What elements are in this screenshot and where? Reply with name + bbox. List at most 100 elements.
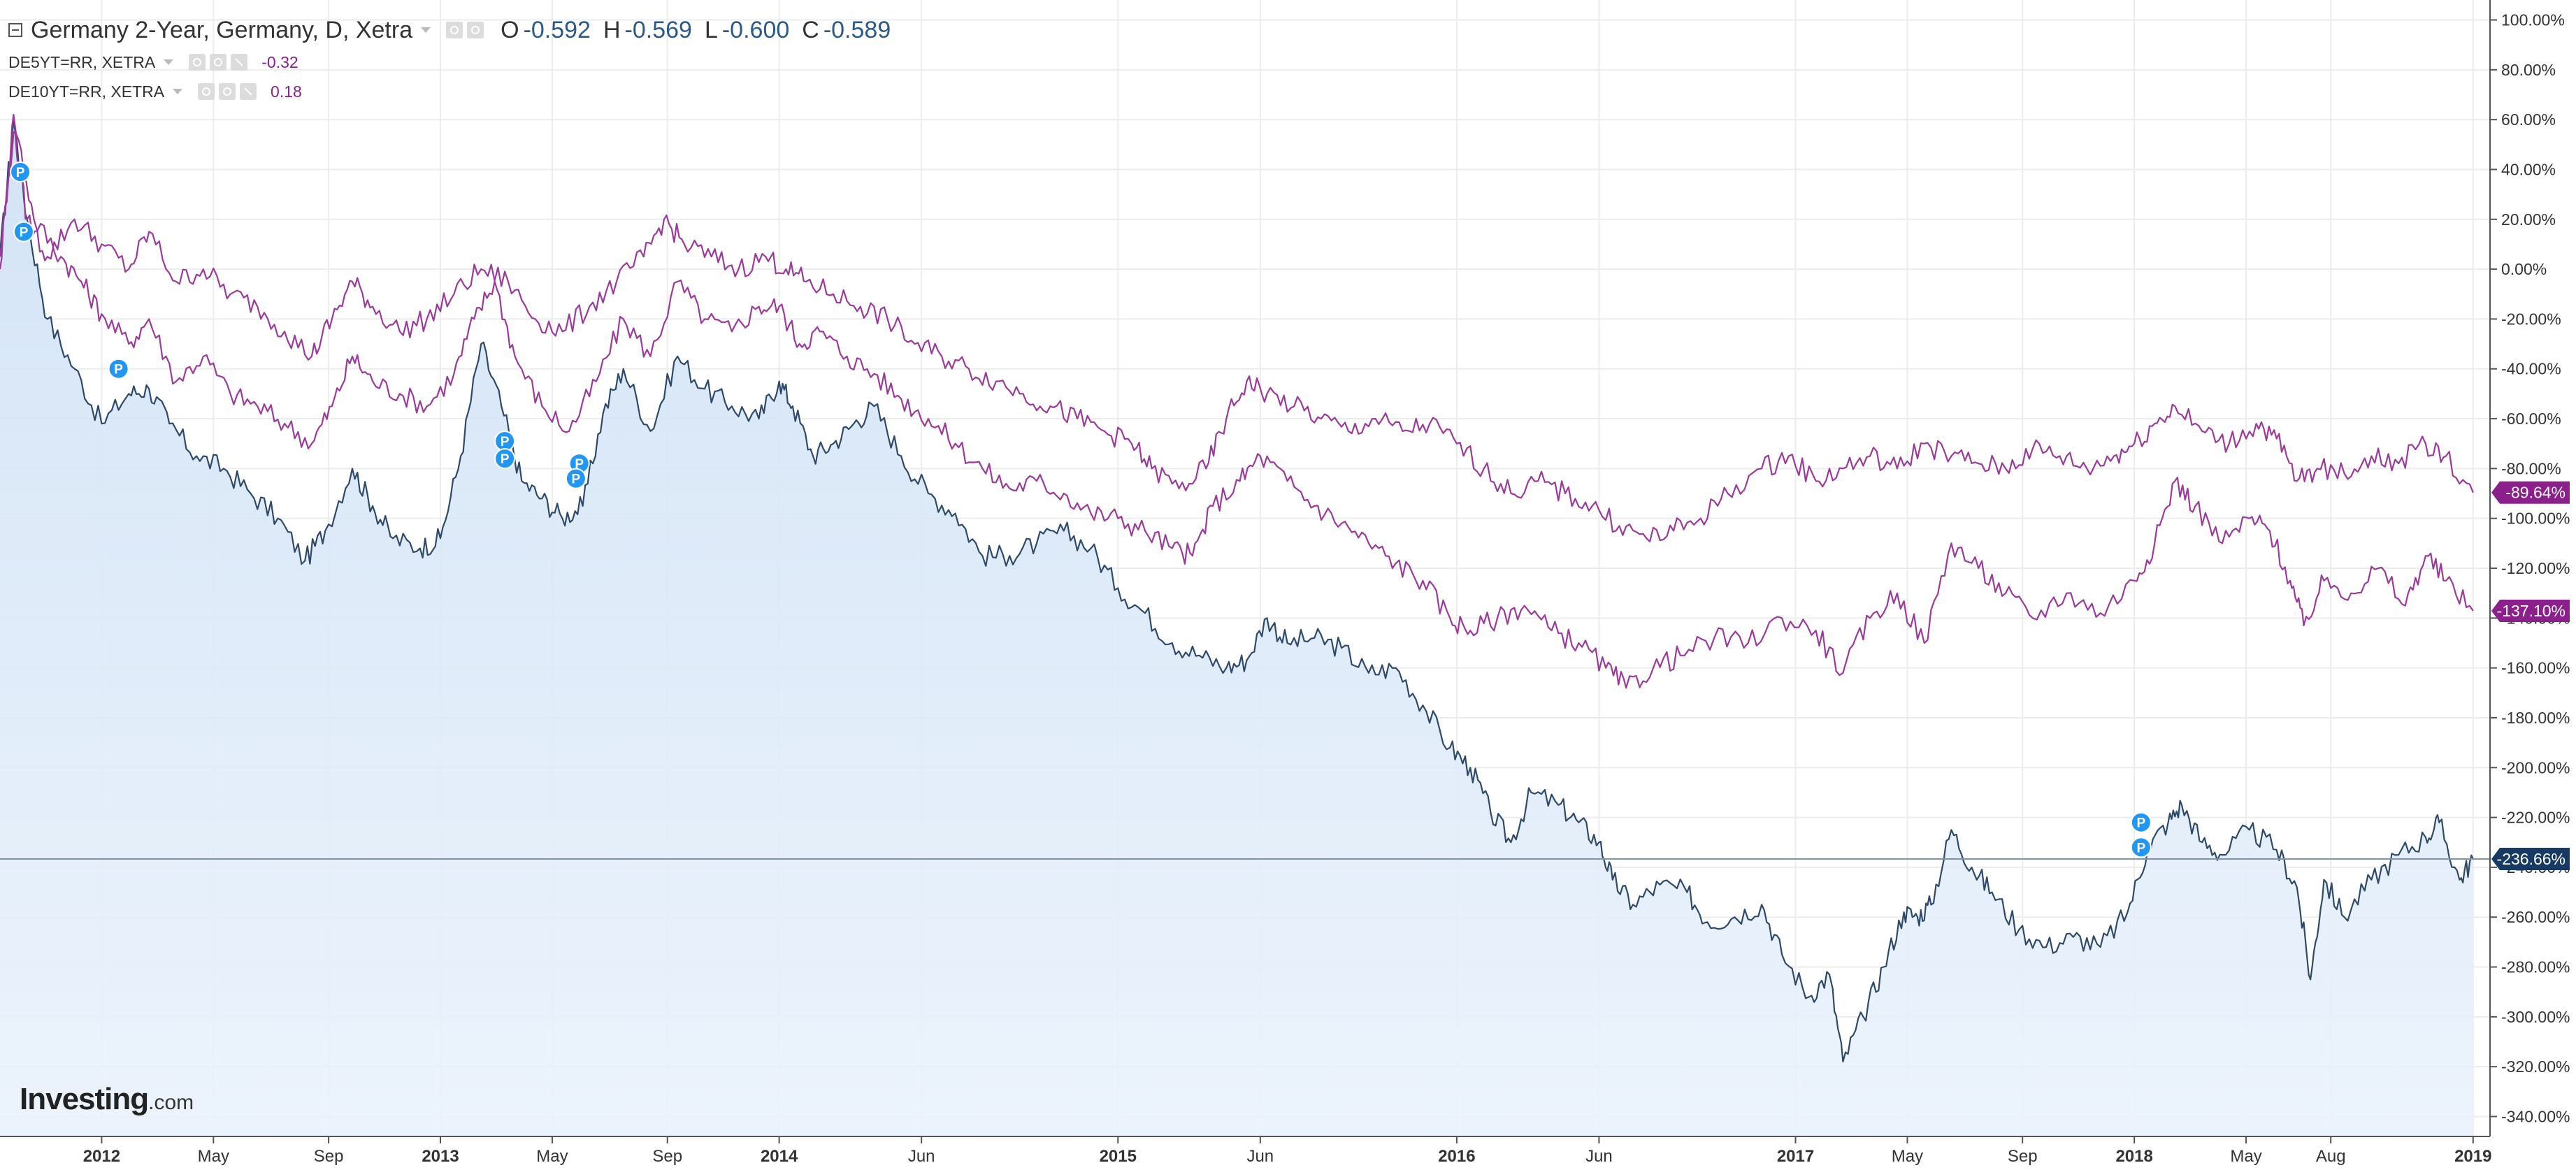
event-marker-dot[interactable] xyxy=(2130,837,2152,858)
x-tick-label: 2014 xyxy=(761,1147,798,1166)
event-marker-label: P xyxy=(114,363,123,377)
x-tick-label: Sep xyxy=(314,1147,344,1166)
x-tick-label: Aug xyxy=(2316,1147,2346,1166)
event-marker-label: P xyxy=(16,166,25,180)
ohlc-close-key: C xyxy=(802,16,819,43)
last-value-tag-de10y: -89.64% xyxy=(2491,481,2570,504)
y-tick-label: -280.00% xyxy=(2501,958,2570,976)
event-marker[interactable]: P xyxy=(2130,811,2152,833)
event-marker-label: P xyxy=(2136,841,2145,855)
last-value-tag-de10y-text: -89.64% xyxy=(2505,484,2566,502)
y-tick-label: 60.00% xyxy=(2501,110,2556,129)
x-tick-label: May xyxy=(1892,1147,1923,1166)
overlay-label-de5y[interactable]: DE5YT=RR, XETRA xyxy=(8,52,156,71)
settings-icon[interactable] xyxy=(219,83,236,100)
event-marker[interactable]: P xyxy=(13,221,34,243)
visibility-icon[interactable] xyxy=(198,83,215,100)
legend-overlay-row-2: DE10YT=RR, XETRA 0.18 xyxy=(8,77,891,106)
visibility-icon[interactable] xyxy=(446,22,463,38)
y-tick-label: 80.00% xyxy=(2501,61,2556,79)
y-tick-label: -200.00% xyxy=(2501,758,2570,777)
last-value-tag-de5y-bg xyxy=(2491,599,2570,622)
main-series-label[interactable]: Germany 2-Year, Germany, D, Xetra xyxy=(31,16,413,43)
last-value-tag-de5y-text: -137.10% xyxy=(2497,602,2566,620)
event-marker[interactable]: P xyxy=(494,448,516,470)
legend: Germany 2-Year, Germany, D, Xetra O -0.59… xyxy=(8,13,891,106)
y-tick-label: 40.00% xyxy=(2501,160,2556,178)
event-marker[interactable]: P xyxy=(565,468,587,489)
chevron-down-icon[interactable] xyxy=(164,59,174,65)
y-tick-label: -180.00% xyxy=(2501,709,2570,727)
event-marker[interactable]: P xyxy=(10,161,31,183)
overlay-value-de5y: -0.32 xyxy=(261,52,298,71)
x-tick-label: Sep xyxy=(2008,1147,2038,1166)
event-marker-label: P xyxy=(20,226,29,240)
event-marker[interactable]: P xyxy=(2130,837,2152,858)
y-tick-label: -80.00% xyxy=(2501,459,2561,477)
last-value-tag-de2y-text: -236.66% xyxy=(2497,850,2566,868)
y-tick-label: -60.00% xyxy=(2501,410,2561,428)
y-tick-label: 0.00% xyxy=(2501,260,2547,278)
chevron-down-icon[interactable] xyxy=(421,27,431,33)
event-marker-dot[interactable] xyxy=(565,468,587,489)
x-tick-label: Jun xyxy=(1246,1147,1274,1166)
y-tick-label: 20.00% xyxy=(2501,210,2556,229)
y-tick-label: 100.00% xyxy=(2501,11,2565,29)
close-icon[interactable] xyxy=(231,54,248,71)
ohlc-high-key: H xyxy=(603,16,621,43)
investing-logo: Investing.com xyxy=(20,1082,194,1117)
event-marker-label: P xyxy=(2136,816,2145,831)
overlay-value-de10y: 0.18 xyxy=(271,82,302,101)
legend-overlay-row-1: DE5YT=RR, XETRA -0.32 xyxy=(8,48,891,77)
x-tick-label: Sep xyxy=(652,1147,682,1166)
close-icon[interactable] xyxy=(240,83,257,100)
series-de2y-line[interactable] xyxy=(0,119,2474,1063)
event-marker-dot[interactable] xyxy=(13,221,34,243)
x-tick-label: 2013 xyxy=(422,1147,459,1166)
ohlc-open-value: -0.592 xyxy=(523,16,591,43)
event-marker-label: P xyxy=(501,452,510,467)
ohlc-open-key: O xyxy=(501,16,519,43)
settings-icon[interactable] xyxy=(210,54,227,71)
y-tick-label: -300.00% xyxy=(2501,1008,2570,1026)
x-tick-label: May xyxy=(2230,1147,2261,1166)
logo-brand: Investing xyxy=(20,1082,149,1116)
y-tick-label: -220.00% xyxy=(2501,809,2570,827)
event-marker-dot[interactable] xyxy=(108,358,129,380)
y-tick-label: -340.00% xyxy=(2501,1107,2570,1125)
y-tick-label: -320.00% xyxy=(2501,1057,2570,1076)
overlay-label-de10y[interactable]: DE10YT=RR, XETRA xyxy=(8,82,165,101)
event-marker[interactable]: P xyxy=(494,431,516,452)
legend-main-row: Germany 2-Year, Germany, D, Xetra O -0.59… xyxy=(8,13,891,48)
event-marker[interactable]: P xyxy=(108,358,129,380)
ohlc-close-value: -0.589 xyxy=(823,16,891,43)
collapse-icon[interactable] xyxy=(8,23,22,37)
ohlc-low-value: -0.600 xyxy=(721,16,790,43)
event-marker-dot[interactable] xyxy=(10,161,31,183)
x-tick-label: Jun xyxy=(908,1147,935,1166)
event-marker-dot[interactable] xyxy=(494,448,516,470)
x-tick-label: 2019 xyxy=(2454,1147,2491,1166)
x-tick-label: May xyxy=(198,1147,229,1166)
event-marker-label: P xyxy=(572,472,581,487)
y-tick-label: -260.00% xyxy=(2501,908,2570,926)
y-tick-label: -160.00% xyxy=(2501,659,2570,677)
visibility-icon[interactable] xyxy=(189,54,206,71)
x-tick-label: 2018 xyxy=(2115,1147,2152,1166)
x-tick-label: 2012 xyxy=(83,1147,120,1166)
ohlc-low-key: L xyxy=(704,16,718,43)
last-value-tag-de2y: -236.66% xyxy=(2491,847,2570,870)
event-marker-label: P xyxy=(501,435,510,449)
ohlc-high-value: -0.569 xyxy=(624,16,692,43)
x-tick-label: Jun xyxy=(1585,1147,1613,1166)
y-tick-label: -120.00% xyxy=(2501,559,2570,577)
event-marker-dot[interactable] xyxy=(2130,811,2152,833)
x-tick-label: May xyxy=(536,1147,568,1166)
settings-icon[interactable] xyxy=(467,22,484,38)
series-de10y-line[interactable] xyxy=(0,131,2474,542)
y-tick-label: -20.00% xyxy=(2501,310,2561,328)
chevron-down-icon[interactable] xyxy=(173,89,183,94)
series-de5y-line[interactable] xyxy=(0,113,2474,689)
last-value-tag-de5y: -137.10% xyxy=(2491,599,2570,622)
